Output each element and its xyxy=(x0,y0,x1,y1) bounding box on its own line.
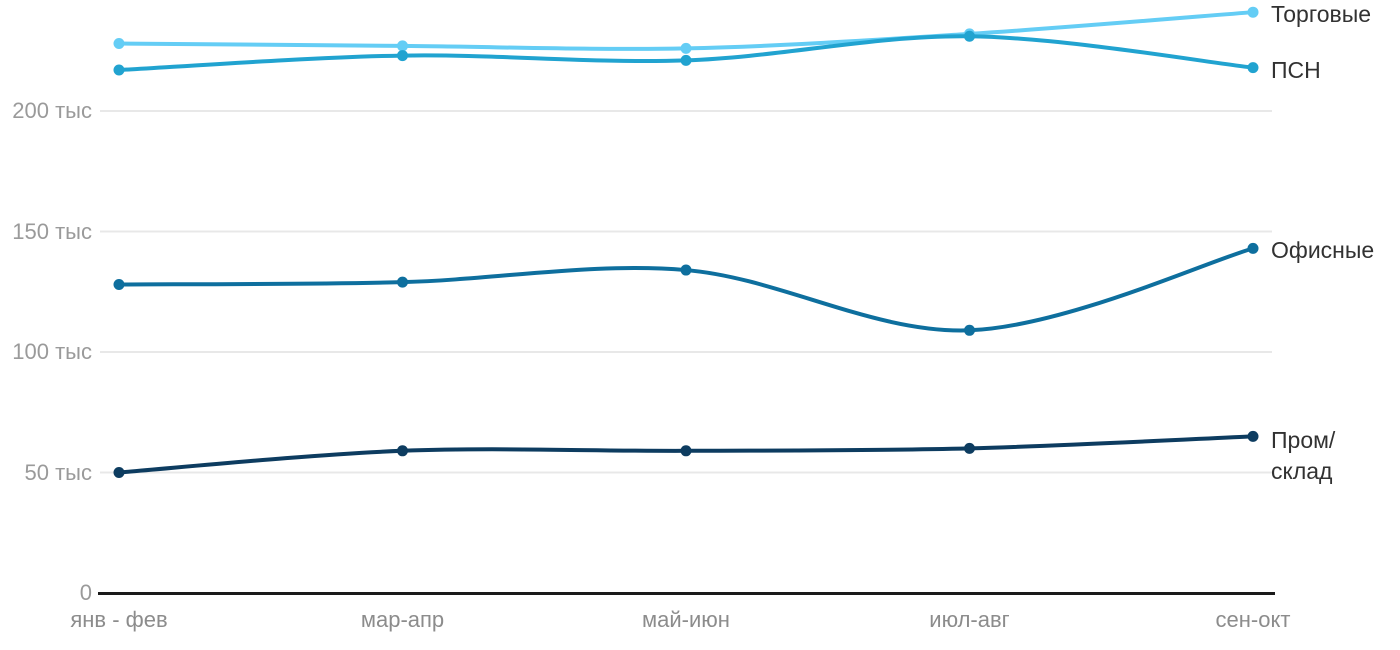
data-point-ofisnye-3[interactable] xyxy=(964,324,975,336)
series-label-line-torgovye-0: Торговые xyxy=(1271,1,1372,28)
data-point-prom-sklad-0[interactable] xyxy=(113,467,125,478)
x-axis-label-0: янв - фев xyxy=(70,607,168,632)
x-axis-label-1: мар-апр xyxy=(360,607,445,632)
y-axis-label-0: 0 xyxy=(79,580,92,605)
data-point-psn-0[interactable] xyxy=(113,64,125,76)
data-point-psn-1[interactable] xyxy=(397,50,408,62)
data-point-psn-3[interactable] xyxy=(964,30,975,42)
data-point-ofisnye-4[interactable] xyxy=(1247,242,1259,254)
data-point-psn-2[interactable] xyxy=(680,54,692,66)
y-axis-label-150: 150 тыс xyxy=(12,218,92,244)
series-label-psn: ПСН xyxy=(1271,55,1321,86)
data-point-torgovye-2[interactable] xyxy=(680,42,692,54)
data-point-prom-sklad-3[interactable] xyxy=(964,442,975,454)
series-label-line-ofisnye-0: Офисные xyxy=(1271,237,1375,264)
series-label-ofisnye: Офисные xyxy=(1271,235,1374,266)
x-axis-label-2: май-июн xyxy=(642,607,730,632)
series-label-prom-sklad: Пром/склад xyxy=(1271,425,1335,487)
data-point-torgovye-4[interactable] xyxy=(1247,6,1259,18)
series-label-torgovye: Торговые xyxy=(1271,0,1371,30)
data-point-torgovye-0[interactable] xyxy=(113,38,125,50)
x-axis-label-3: июл-авг xyxy=(929,607,1010,632)
data-point-ofisnye-0[interactable] xyxy=(113,279,125,291)
x-axis-label-4: сен-окт xyxy=(1215,607,1291,632)
series-label-line-prom-sklad-1: склад xyxy=(1271,458,1333,485)
y-axis-label-200: 200 тыс xyxy=(12,98,92,123)
data-point-prom-sklad-1[interactable] xyxy=(397,445,408,457)
data-point-prom-sklad-2[interactable] xyxy=(680,445,692,457)
data-point-prom-sklad-4[interactable] xyxy=(1247,430,1259,442)
series-label-line-prom-sklad-0: Пром/ xyxy=(1271,427,1336,454)
data-point-psn-4[interactable] xyxy=(1247,62,1259,74)
data-point-ofisnye-2[interactable] xyxy=(680,264,692,276)
series-label-line-psn-0: ПСН xyxy=(1271,56,1321,83)
y-axis-label-50: 50 тыс xyxy=(24,459,92,485)
data-point-ofisnye-1[interactable] xyxy=(397,276,408,288)
series-line-ofisnye xyxy=(117,246,1255,333)
y-axis-label-100: 100 тыс xyxy=(12,339,92,364)
data-point-torgovye-1[interactable] xyxy=(397,40,408,52)
